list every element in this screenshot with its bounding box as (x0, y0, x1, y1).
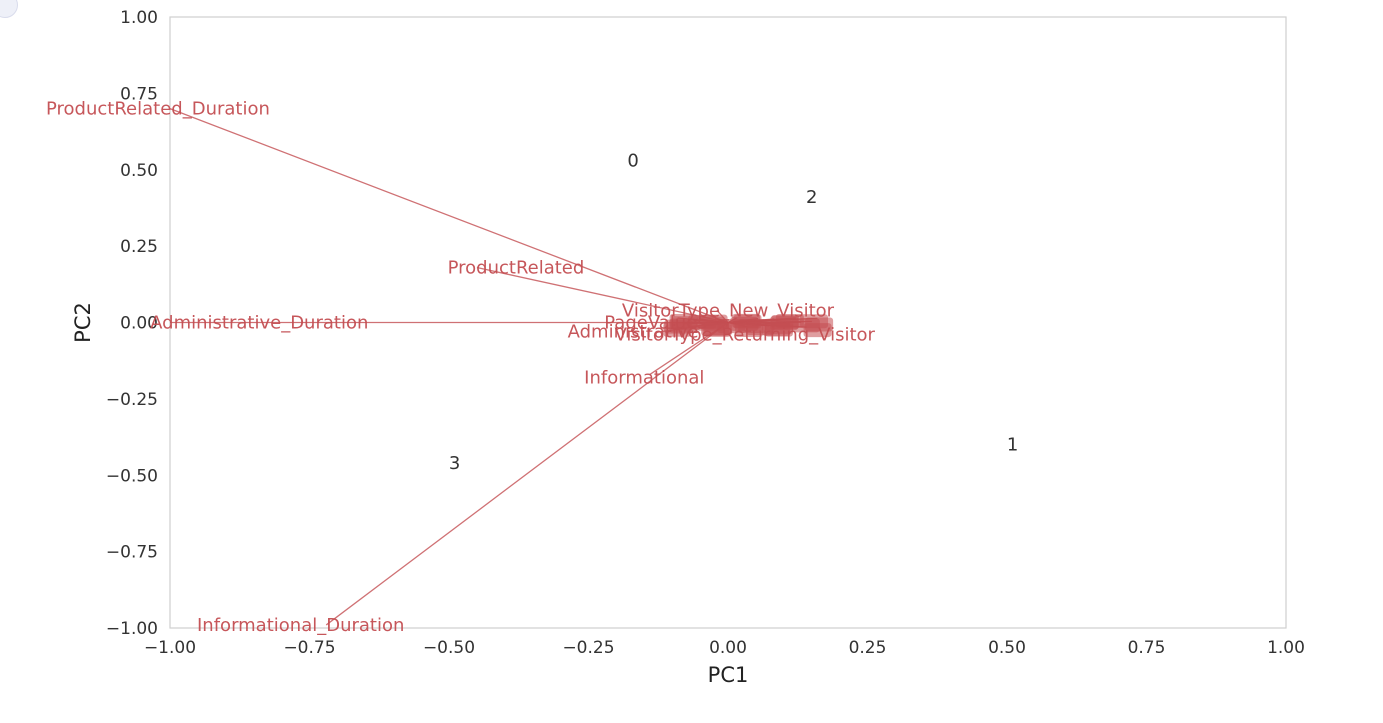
loading-label: Informational_Duration (197, 615, 404, 636)
y-tick-label: 0.25 (120, 237, 158, 257)
x-axis-label: PC1 (708, 663, 749, 687)
cluster-point-label: 2 (806, 187, 817, 208)
loading-label: Administrative_Duration (150, 313, 368, 334)
loading-label: Informational (584, 367, 704, 388)
cluster-point-label: 1 (1007, 435, 1018, 456)
y-tick-label: −0.75 (106, 543, 158, 563)
y-tick-label: −0.50 (106, 466, 158, 486)
y-tick-label: 1.00 (120, 8, 158, 28)
x-tick-label: 1.00 (1267, 638, 1305, 658)
y-tick-label: −1.00 (106, 619, 158, 639)
x-tick-label: −0.25 (562, 638, 614, 658)
x-tick-label: −1.00 (144, 638, 196, 658)
x-tick-label: 0.00 (709, 638, 747, 658)
cluster-point-label: 0 (627, 151, 638, 172)
x-tick-label: −0.50 (423, 638, 475, 658)
loading-label: PageValues (604, 313, 706, 334)
cluster-point-label: 3 (449, 453, 460, 474)
loading-label: ProductRelated_Duration (46, 99, 270, 120)
x-tick-label: −0.75 (283, 638, 335, 658)
x-tick-label: 0.75 (1128, 638, 1166, 658)
y-tick-label: 0.50 (120, 161, 158, 181)
y-axis-label: PC2 (71, 302, 95, 343)
x-tick-label: 0.50 (988, 638, 1026, 658)
y-tick-label: −0.25 (106, 390, 158, 410)
loading-arrow (170, 109, 728, 323)
x-tick-label: 0.25 (849, 638, 887, 658)
loading-label: ProductRelated (448, 258, 585, 279)
